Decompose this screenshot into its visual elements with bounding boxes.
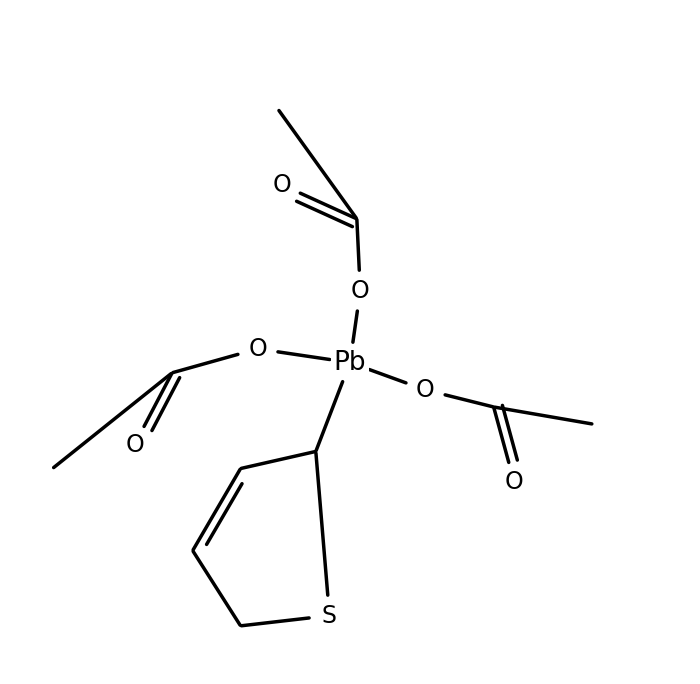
Text: O: O	[416, 378, 435, 402]
Text: O: O	[248, 337, 267, 361]
Text: O: O	[272, 172, 291, 197]
Text: Pb: Pb	[334, 350, 366, 376]
Text: O: O	[351, 278, 370, 303]
Text: S: S	[322, 603, 337, 628]
Text: O: O	[125, 432, 144, 457]
Text: O: O	[505, 470, 524, 495]
